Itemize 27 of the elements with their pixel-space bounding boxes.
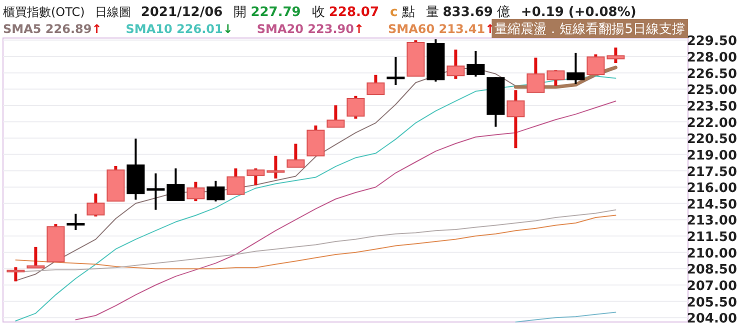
note: 量縮震盪．短線看翻揚5日線支撐 [492,19,688,38]
chart-title: 櫃買指數(OTC) [3,5,85,19]
y-tick-label: 220.50 [686,132,737,148]
y-tick-label: 211.50 [686,230,737,246]
y-tick-label: 219.00 [686,148,737,164]
text: 收 228.07 [312,5,380,20]
text: 開 227.79 [234,5,301,20]
y-tick-label: 207.00 [686,279,737,294]
y-tick-label: 214.50 [686,197,737,212]
y-tick-label: 228.00 [686,50,737,66]
text: 2021/12/06 [140,5,223,20]
y-tick-label: 213.00 [686,214,737,229]
text: c 點 [390,5,415,20]
chart-subtitle: 日線圖 [94,5,131,19]
y-tick-label: 222.00 [686,116,737,131]
y-tick-label: 210.00 [686,246,737,262]
y-tick-label: 208.50 [686,262,737,278]
y-tick-label: 205.50 [686,295,737,310]
text: 量 833.69 億 [426,5,510,20]
y-tick-label: 226.50 [686,66,737,82]
text: +0.19 (+0.08%) [520,5,636,20]
y-tick-label: 217.50 [686,164,737,180]
y-tick-label: 225.00 [686,83,737,98]
y-tick-label: 204.00 [686,312,737,325]
y-tick-label: 229.50 [686,34,737,50]
y-tick-label: 223.50 [686,99,737,114]
y-tick-label: 216.00 [686,181,737,196]
